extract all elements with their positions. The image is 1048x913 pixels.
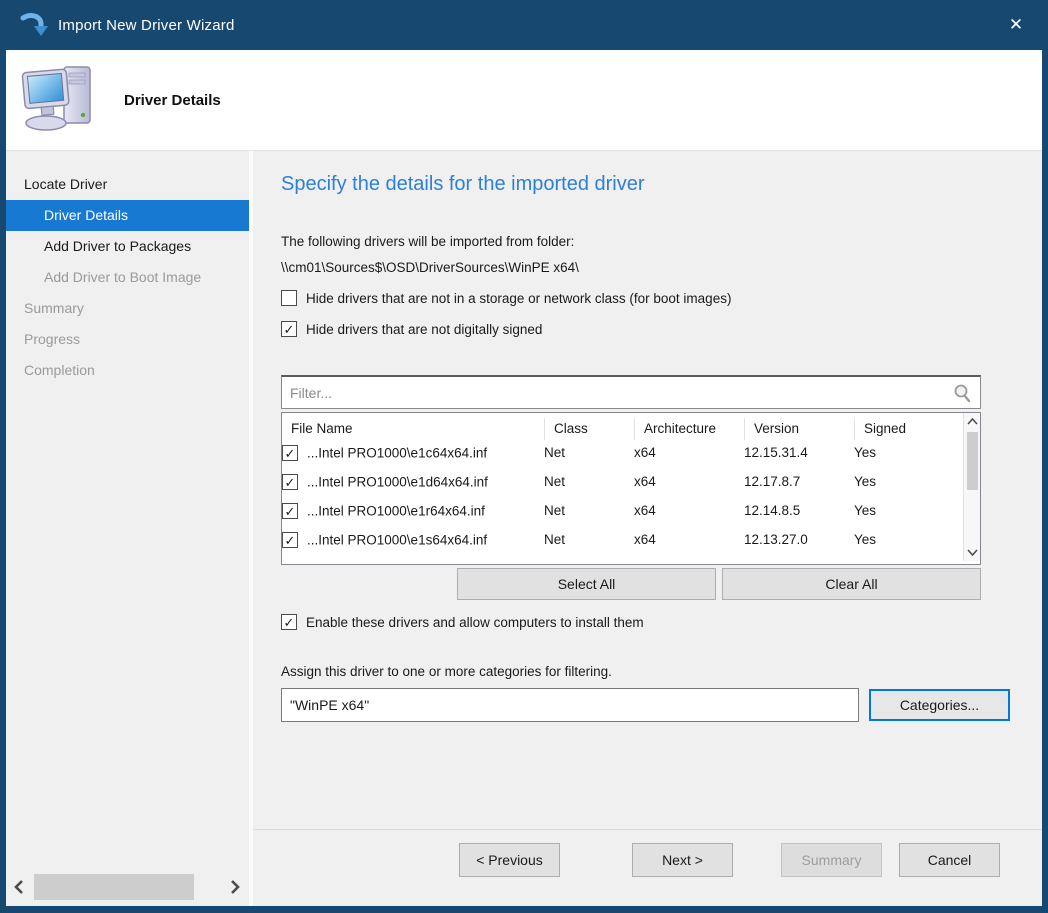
table-vertical-scrollbar[interactable] [963, 413, 980, 561]
folder-label: The following drivers will be imported f… [281, 234, 575, 249]
cell-signed: Yes [854, 532, 877, 547]
cell-file: ...Intel PRO1000\e1s64x64.inf [307, 532, 488, 548]
sidebar-horizontal-scrollbar[interactable] [8, 872, 246, 902]
scrollbar-thumb[interactable] [966, 432, 978, 490]
computer-icon [20, 59, 102, 141]
hide-storage-network-checkbox[interactable]: ✓ Hide drivers that are not in a storage… [281, 290, 1042, 306]
filter-placeholder: Filter... [290, 384, 333, 401]
cell-file: ...Intel PRO1000\e1r64x64.inf [307, 503, 485, 519]
cell-class: Net [544, 503, 566, 518]
cell-class: Net [544, 532, 566, 547]
filter-input[interactable]: Filter... [281, 375, 981, 409]
cell-architecture: x64 [634, 474, 656, 489]
scrollbar-thumb[interactable] [34, 874, 194, 900]
summary-button: Summary [781, 843, 882, 877]
sidebar-item-completion: Completion [24, 362, 95, 378]
assign-category-label: Assign this driver to one or more catego… [281, 664, 612, 679]
cell-class: Net [544, 445, 566, 460]
hide-unsigned-label: Hide drivers that are not digitally sign… [306, 321, 543, 337]
sidebar-item-add-driver-to-packages[interactable]: Add Driver to Packages [44, 238, 192, 254]
cell-signed: Yes [854, 503, 877, 518]
cell-signed: Yes [854, 445, 877, 460]
content-heading: Specify the details for the imported dri… [281, 173, 645, 195]
clear-all-button[interactable]: Clear All [722, 568, 981, 600]
search-icon[interactable] [952, 383, 972, 403]
folder-path: \\cm01\Sources$\OSD\DriverSources\WinPE … [281, 260, 579, 275]
row-checkbox[interactable]: ✓ [282, 503, 298, 519]
category-input[interactable]: "WinPE x64" [281, 688, 859, 722]
next-button[interactable]: Next > [632, 843, 733, 877]
row-checkbox[interactable]: ✓ [282, 532, 298, 548]
scroll-down-icon[interactable] [964, 544, 980, 561]
scroll-up-icon[interactable] [964, 413, 980, 430]
row-checkbox[interactable]: ✓ [282, 474, 298, 490]
title-bar: Import New Driver Wizard ✕ [6, 0, 1042, 50]
cancel-button[interactable]: Cancel [899, 843, 1000, 877]
select-all-button[interactable]: Select All [457, 568, 716, 600]
checkbox-unchecked[interactable]: ✓ [281, 290, 297, 306]
hide-storage-network-label: Hide drivers that are not in a storage o… [306, 290, 732, 306]
sidebar-item-driver-details[interactable]: Driver Details [6, 200, 249, 231]
cell-architecture: x64 [634, 503, 656, 518]
wizard-steps-sidebar: Locate Driver Driver Details Add Driver … [6, 151, 253, 906]
col-architecture[interactable]: Architecture [634, 418, 744, 440]
cell-signed: Yes [854, 474, 877, 489]
enable-drivers-label: Enable these drivers and allow computers… [306, 614, 644, 630]
sidebar-item-add-driver-to-boot-image: Add Driver to Boot Image [44, 269, 202, 285]
wizard-footer: < Previous Next > Summary Cancel [253, 829, 1042, 906]
wizard-header: Driver Details [6, 50, 1042, 151]
row-checkbox[interactable]: ✓ [282, 445, 298, 461]
col-signed[interactable]: Signed [854, 418, 963, 440]
checkbox-checked[interactable]: ✓ [281, 321, 297, 337]
cell-version: 12.17.8.7 [744, 474, 801, 489]
cell-architecture: x64 [634, 445, 656, 460]
cell-file: ...Intel PRO1000\e1c64x64.inf [307, 445, 488, 461]
col-class[interactable]: Class [544, 418, 634, 440]
scroll-right-icon[interactable] [224, 872, 246, 902]
enable-drivers-checkbox[interactable]: ✓ Enable these drivers and allow compute… [281, 614, 1042, 630]
scroll-left-icon[interactable] [8, 872, 30, 902]
cell-file: ...Intel PRO1000\e1d64x64.inf [307, 474, 488, 490]
hide-unsigned-checkbox[interactable]: ✓ Hide drivers that are not digitally si… [281, 321, 1042, 337]
sidebar-item-summary: Summary [24, 300, 84, 316]
categories-button[interactable]: Categories... [869, 689, 1010, 721]
previous-button[interactable]: < Previous [459, 843, 560, 877]
import-arrow-icon [18, 11, 48, 39]
window-title: Import New Driver Wizard [58, 16, 235, 34]
page-title: Driver Details [124, 91, 221, 109]
col-version[interactable]: Version [744, 418, 854, 440]
cell-architecture: x64 [634, 532, 656, 547]
col-file-name[interactable]: File Name [291, 421, 353, 436]
wizard-content: Specify the details for the imported dri… [253, 151, 1042, 906]
cell-version: 12.14.8.5 [744, 503, 801, 518]
cell-version: 12.15.31.4 [744, 445, 808, 460]
close-icon[interactable]: ✕ [1008, 15, 1024, 34]
sidebar-item-locate-driver[interactable]: Locate Driver [24, 176, 108, 192]
cell-class: Net [544, 474, 566, 489]
cell-version: 12.13.27.0 [744, 532, 808, 547]
checkbox-checked[interactable]: ✓ [281, 614, 297, 630]
sidebar-item-progress: Progress [24, 331, 81, 347]
drivers-table: File Name Class Architecture Version Sig… [281, 412, 981, 565]
